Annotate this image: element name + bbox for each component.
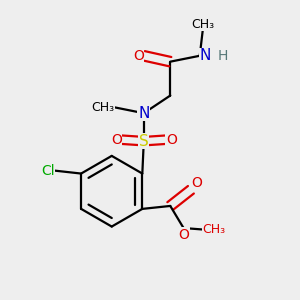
Text: O: O: [178, 228, 189, 242]
Text: Cl: Cl: [41, 164, 55, 178]
Text: CH₃: CH₃: [203, 223, 226, 236]
Text: N: N: [200, 48, 211, 63]
Text: O: O: [133, 49, 144, 63]
Text: N: N: [138, 106, 149, 121]
Text: H: H: [218, 49, 228, 63]
Text: O: O: [191, 176, 202, 190]
Text: O: O: [166, 133, 177, 147]
Text: S: S: [139, 134, 149, 149]
Text: O: O: [111, 133, 122, 147]
Text: CH₃: CH₃: [191, 18, 214, 31]
Text: CH₃: CH₃: [91, 101, 114, 114]
